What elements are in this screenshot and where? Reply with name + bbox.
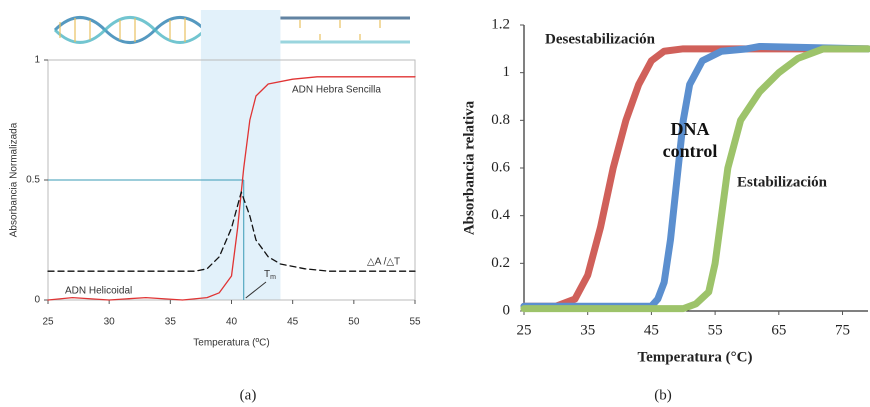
y-tick-label: 0.4: [491, 207, 510, 223]
highlight-band: [200, 10, 281, 300]
x-tick-label: 35: [580, 322, 595, 338]
x-tick-label: 75: [835, 322, 850, 338]
x-tick-label: 35: [165, 317, 177, 328]
y-tick-label: 0.6: [491, 159, 510, 175]
series-label: Estabilización: [737, 174, 828, 190]
series-line: [520, 45, 870, 313]
y-tick-label: 0.5: [26, 175, 40, 186]
x-tick-label: 55: [708, 322, 723, 338]
y-tick-label: 1: [503, 64, 511, 80]
x-tick-label: 45: [644, 322, 659, 338]
series-label: DNA control: [662, 119, 718, 161]
x-tick-label: 25: [517, 322, 532, 338]
series-label: △A /△T: [367, 257, 400, 268]
series-label: ADN Hebra Sencilla: [292, 85, 381, 96]
x-tick-label: 40: [226, 317, 238, 328]
x-tick-label: 50: [348, 317, 360, 328]
tm-label: Tm: [264, 269, 276, 281]
tm-subscript: m: [270, 274, 276, 281]
x-tick-label: 65: [771, 322, 786, 338]
x-tick-label: 55: [409, 317, 421, 328]
series-line: [520, 42, 870, 310]
series-line: [47, 191, 416, 272]
y-axis-label: Absorbancia relativa: [461, 100, 477, 235]
x-tick-label: 30: [104, 317, 116, 328]
tm-text: T: [264, 269, 270, 280]
y-tick-label: 1.2: [491, 16, 510, 32]
x-tick-label: 45: [287, 317, 299, 328]
x-axis-label: Temperatura (ºC): [193, 338, 269, 349]
y-tick-label: 1: [34, 55, 40, 66]
y-tick-label: 0.2: [491, 255, 510, 271]
annotation: ADN Helicoidal: [65, 286, 132, 297]
caption: (a): [240, 387, 257, 403]
x-tick-label: 25: [42, 317, 54, 328]
series-line: [520, 45, 870, 310]
series-label: Desestabilización: [545, 31, 656, 47]
y-axis-label: Absorbancia Normalizada: [9, 122, 20, 237]
y-tick-label: 0.8: [491, 112, 510, 128]
series-line: [47, 76, 416, 301]
x-axis-label: Temperatura (°C): [637, 349, 752, 365]
y-tick-label: 0: [503, 302, 511, 318]
tm-arrow: [245, 281, 267, 299]
y-tick-label: 0: [34, 295, 40, 306]
caption: (b): [654, 387, 672, 403]
